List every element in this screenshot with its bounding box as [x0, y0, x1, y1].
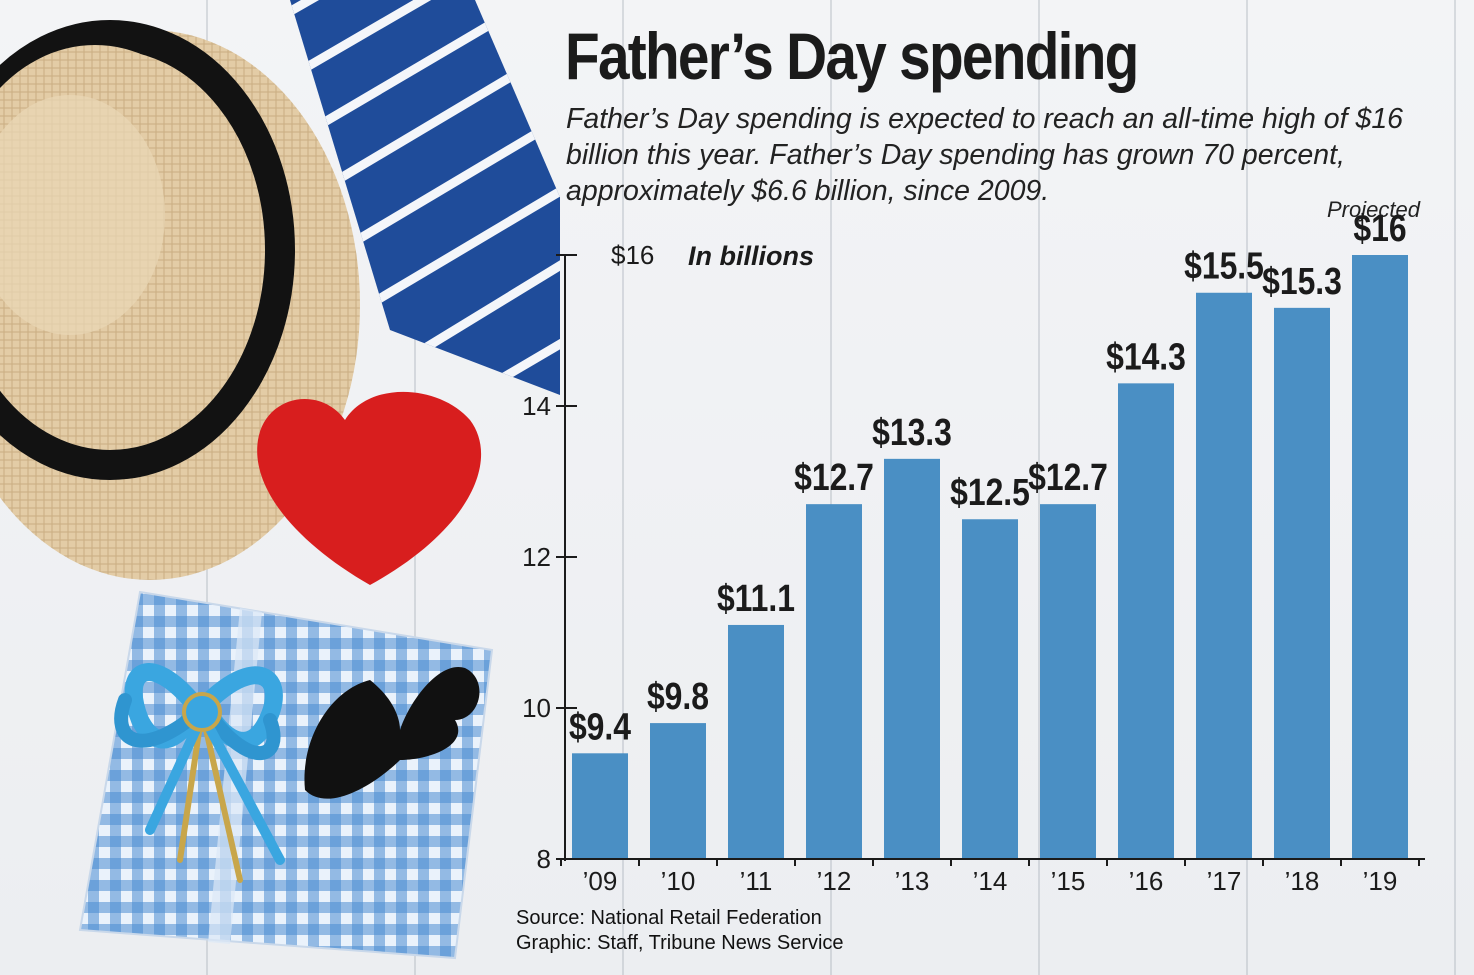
- value-label-9: $15.3: [1262, 260, 1342, 302]
- value-label-8: $15.5: [1184, 245, 1264, 287]
- bow-icon: [114, 663, 285, 883]
- bar-1: [650, 723, 706, 859]
- bar-8: [1196, 292, 1252, 859]
- chart-subtitle: Father’s Day spending is expected to rea…: [566, 103, 1404, 207]
- category-label-8: ’17: [1207, 866, 1242, 896]
- chart-title: Father’s Day spending: [565, 19, 1139, 93]
- bar-4: [884, 458, 940, 859]
- category-label-9: ’18: [1285, 866, 1320, 896]
- category-label-3: ’12: [817, 866, 852, 896]
- value-label-2: $11.1: [717, 577, 795, 619]
- category-label-10: ’19: [1363, 866, 1398, 896]
- value-label-6: $12.7: [1028, 457, 1108, 499]
- bar-2: [728, 624, 784, 859]
- labels-layer: $9.4 ’09 $9.8 ’10 $11.1 ’11 $12.7 ’12 $13.3 ’13 $1…: [522, 207, 1407, 896]
- value-label-4: $13.3: [872, 411, 952, 453]
- bar-6: [1040, 504, 1096, 859]
- footer: Source: National Retail Federation Graph…: [516, 906, 844, 956]
- category-label-7: ’16: [1129, 866, 1164, 896]
- mustache-icon: [304, 666, 480, 799]
- value-label-10: $16: [1353, 207, 1406, 249]
- y-tick-label-2: 12: [522, 542, 551, 572]
- bars-layer: [572, 255, 1408, 860]
- projected-note: Projected: [1327, 197, 1420, 222]
- y-tick-label-0: 8: [537, 844, 551, 874]
- axis-layer: [556, 254, 1425, 866]
- y-tick-label-1: 10: [522, 693, 551, 723]
- category-label-5: ’14: [973, 866, 1008, 896]
- category-label-2: ’11: [740, 866, 773, 896]
- y-tick-label-4: $16: [611, 240, 654, 270]
- category-label-4: ’13: [895, 866, 930, 896]
- decor-illustration: [0, 0, 560, 960]
- category-label-6: ’15: [1051, 866, 1086, 896]
- bar-3: [806, 504, 862, 859]
- heart-icon: [257, 391, 482, 585]
- value-label-0: $9.4: [569, 706, 632, 748]
- value-label-5: $12.5: [950, 472, 1030, 514]
- bar-9: [1274, 307, 1330, 860]
- category-label-0: ’09: [583, 866, 618, 896]
- value-label-7: $14.3: [1106, 336, 1186, 378]
- bar-0: [572, 753, 628, 859]
- bar-10: [1352, 255, 1408, 859]
- y-tick-label-3: 14: [522, 391, 551, 421]
- source-note: Source: National Retail Federation: [516, 907, 822, 929]
- credit-note: Graphic: Staff, Tribune News Service: [516, 932, 844, 954]
- category-label-1: ’10: [661, 866, 696, 896]
- y-axis-unit-label: In billions: [688, 241, 814, 271]
- bar-7: [1118, 383, 1174, 859]
- value-label-3: $12.7: [794, 457, 874, 499]
- value-label-1: $9.8: [647, 676, 709, 718]
- bar-5: [962, 519, 1018, 859]
